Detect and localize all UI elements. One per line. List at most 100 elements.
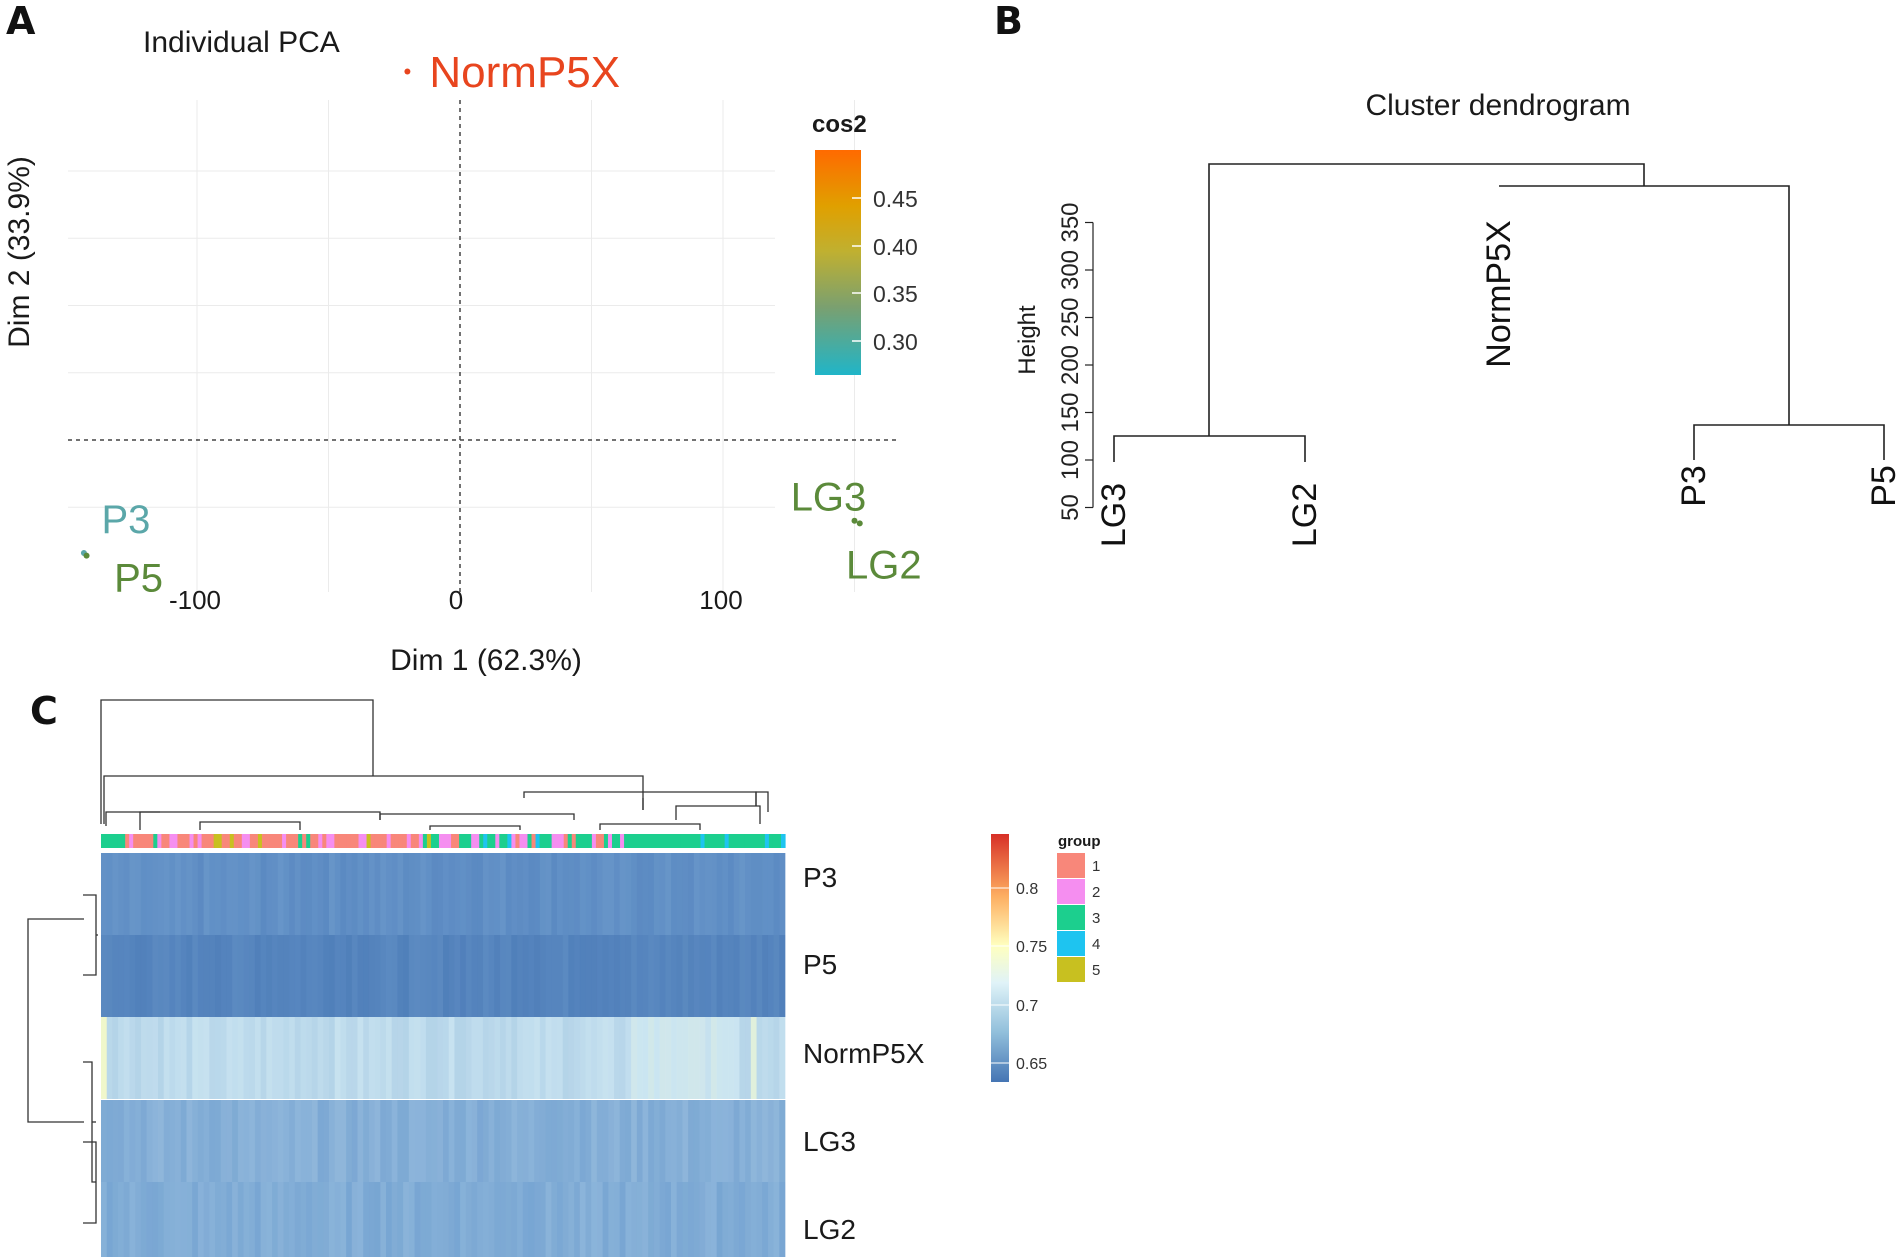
heatmap-cell bbox=[380, 935, 387, 1017]
heatmap-cell bbox=[688, 1100, 695, 1182]
cos2-tick-045: 0.45 bbox=[873, 186, 918, 212]
heatmap-cell bbox=[443, 1100, 450, 1182]
heatmap-cell bbox=[762, 1100, 769, 1182]
heatmap-cell bbox=[317, 1100, 324, 1182]
heatmap-cell bbox=[551, 853, 558, 935]
heatmap-cell bbox=[579, 853, 586, 935]
heatmap-cell bbox=[699, 1017, 706, 1099]
heatmap-cell bbox=[300, 1182, 307, 1257]
heatmap-cell bbox=[272, 1017, 279, 1099]
heatmap-cell bbox=[779, 853, 786, 935]
heatmap-cell bbox=[175, 1017, 182, 1099]
group-cell bbox=[269, 834, 275, 848]
heatmap-cell bbox=[562, 853, 569, 935]
heatmap-cell bbox=[346, 853, 353, 935]
heatmap-cell bbox=[158, 1017, 165, 1099]
heatmap-cell bbox=[619, 935, 626, 1017]
heatmap-cell bbox=[152, 1182, 159, 1257]
group-cell bbox=[611, 834, 617, 848]
heatmap-cell bbox=[653, 935, 660, 1017]
heatmap-cell bbox=[710, 935, 717, 1017]
group-cell bbox=[233, 834, 239, 848]
heatmap-cell bbox=[323, 853, 330, 935]
heatmap-cell bbox=[329, 1182, 336, 1257]
group-cell bbox=[684, 834, 690, 848]
heatmap-cell bbox=[368, 1017, 375, 1099]
heatmap-cell bbox=[534, 1100, 541, 1182]
heatmap-cell bbox=[648, 1017, 655, 1099]
heatmap-cell bbox=[779, 1182, 786, 1257]
heatmap-cell bbox=[192, 935, 199, 1017]
heatmap-cell bbox=[511, 1017, 518, 1099]
heatmap-cell bbox=[391, 1017, 398, 1099]
group-cell bbox=[736, 834, 742, 848]
pca-grid bbox=[68, 100, 855, 592]
heatmap-cell bbox=[728, 1100, 735, 1182]
group-cell bbox=[467, 834, 472, 848]
heatmap-cell bbox=[317, 853, 324, 935]
heatmap-cell bbox=[534, 1182, 541, 1257]
heatmap-cell bbox=[254, 853, 261, 935]
group-cell bbox=[197, 834, 203, 848]
heatmap-cell bbox=[591, 853, 598, 935]
heatmap-cell bbox=[517, 1182, 524, 1257]
heatmap-cell bbox=[152, 853, 159, 935]
heatmap-cell bbox=[522, 1100, 529, 1182]
heatmap-cell bbox=[631, 1182, 638, 1257]
heatmap-cell bbox=[443, 1182, 450, 1257]
heatmap-cell bbox=[118, 1100, 125, 1182]
heatmap-cell bbox=[539, 935, 546, 1017]
group-cell bbox=[241, 834, 247, 848]
heatmap-cell bbox=[500, 1017, 507, 1099]
heatmap-cell bbox=[750, 1017, 757, 1099]
group-cell bbox=[459, 834, 464, 848]
group-cell bbox=[382, 834, 388, 848]
heatmap-cell bbox=[602, 1017, 609, 1099]
heatmap-cell bbox=[522, 1017, 529, 1099]
heatmap-cell bbox=[346, 1017, 353, 1099]
heatmap-cell bbox=[705, 853, 712, 935]
heatmap-cell bbox=[579, 1182, 586, 1257]
heatmap-cell bbox=[682, 1017, 689, 1099]
heatmap-cell bbox=[300, 935, 307, 1017]
heatmap-cell bbox=[357, 1017, 364, 1099]
group-cell bbox=[648, 834, 653, 848]
heatmap-cell bbox=[585, 853, 592, 935]
heatmap-cell bbox=[767, 1017, 774, 1099]
heatmap-cell bbox=[602, 935, 609, 1017]
heatmap-cell bbox=[688, 1182, 695, 1257]
group-cell bbox=[704, 834, 710, 848]
group-cell bbox=[720, 834, 726, 848]
heatmap-cell bbox=[397, 1100, 404, 1182]
heatmap-cell bbox=[368, 935, 375, 1017]
heatmap-cell bbox=[374, 1100, 381, 1182]
heatmap-cell bbox=[693, 1182, 700, 1257]
heatmap-cell bbox=[574, 935, 581, 1017]
heatmap-cell bbox=[574, 853, 581, 935]
heatmap-cell bbox=[101, 1182, 108, 1257]
cos2-tick-035: 0.35 bbox=[873, 281, 918, 307]
heatmap-cell bbox=[653, 1017, 660, 1099]
heatmap-cell bbox=[340, 1182, 347, 1257]
heatmap-cell bbox=[557, 1017, 564, 1099]
group-cell bbox=[515, 834, 521, 848]
group-cell bbox=[644, 834, 649, 848]
group-cell bbox=[314, 834, 319, 848]
heatmap-cell bbox=[591, 935, 598, 1017]
heatmap-cell bbox=[334, 1182, 341, 1257]
heatmap-cell bbox=[403, 1100, 410, 1182]
heatmap-cell bbox=[671, 1017, 678, 1099]
heatmap-cell bbox=[477, 1100, 484, 1182]
heatmap-cell bbox=[659, 1182, 666, 1257]
pca-ylabel: Dim 2 (33.9%) bbox=[3, 156, 36, 348]
heatmap-cell bbox=[608, 1182, 615, 1257]
group-cell bbox=[587, 834, 593, 848]
heatmap-cell bbox=[118, 1017, 125, 1099]
group-cell bbox=[563, 834, 569, 848]
group-label-3: 3 bbox=[1092, 910, 1100, 927]
group-cell bbox=[744, 834, 750, 848]
heatmap-cell bbox=[500, 1182, 507, 1257]
group-cell bbox=[274, 834, 279, 848]
heatmap-cell bbox=[197, 1100, 204, 1182]
heatmap-cell bbox=[334, 853, 341, 935]
